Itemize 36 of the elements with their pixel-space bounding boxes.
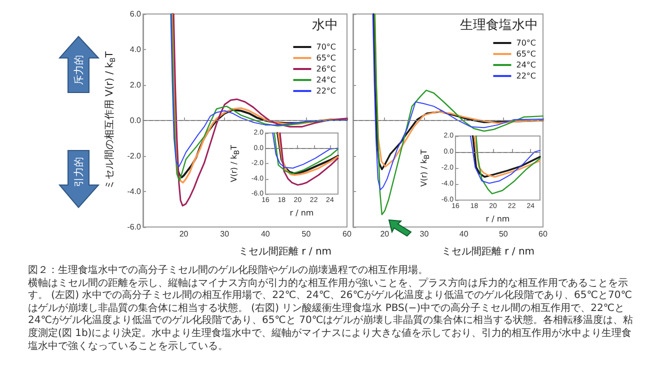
legend-label: 22°C <box>516 72 536 80</box>
x-axis-title: r / nm <box>486 214 510 224</box>
legend-label: 65°C <box>316 54 336 62</box>
y-tick-label: 4.0 <box>130 45 142 54</box>
x-axis-title: ミセル間距離 r / nm <box>441 246 535 258</box>
legend-label: 70°C <box>316 42 336 52</box>
x-tick-label: 30 <box>420 230 430 238</box>
x-tick-label: 20 <box>380 230 390 238</box>
legend-label: 24°C <box>316 76 336 84</box>
y-tick-label: 2.0 <box>130 80 142 90</box>
x-tick-label: 20 <box>179 230 189 238</box>
text: 横軸はミセル間の距離を示し、縦軸はマイナス方向が引力的な相互作用が強いことを、プラス方向は斥力的な相互作用であることを示す。 (左図) 水中での高分子ミセル間の相互作用場で、22℃、24℃、26℃がゲル化温度より低温でのゲル化段階であり、65℃と70℃はゲルが崩壊し非晶質の集合体に相当する状態。 (右図) リン酸緩衝生理食塩水 PBS(−)中での高分子ミセル間の相互作用で、22℃と24℃がゲル化温度より低温でのゲル化段階であり、65℃と 70℃はゲルが崩壊し非晶質の集合体に相当する状態。各相転移温度は、粘度測定(図 1b)により決定。水中より生理食塩水中で、縦軸がマイナスにより大きな値を示しており、引力的相互作用が水中より生理食塩水中で強くなっていることを示している。 <box>28 278 634 354</box>
x-tick-label: 60 <box>538 230 548 238</box>
legend-label: 24°C <box>516 60 536 70</box>
y-tick-label: -4.0 <box>127 187 142 196</box>
y-tick-label: -2.0 <box>127 152 142 160</box>
legend-label: 26°C <box>316 64 336 74</box>
text: 斥力的 <box>72 55 86 85</box>
legend-title: 生理食塩水中 <box>460 18 538 33</box>
caption: 図２：生理食塩水中での高分子ミセル間のゲル化段階やゲルの崩壊過程での相互作用場。 <box>28 265 429 278</box>
x-tick-label: 30 <box>220 230 230 238</box>
y-tick-label: 6.0 <box>130 10 142 18</box>
x-tick-label: 40 <box>260 230 270 238</box>
y-tick-label: 0.0 <box>130 116 142 125</box>
x-tick-label: 60 <box>342 230 352 238</box>
legend-label: 22°C <box>316 86 336 96</box>
legend-label: 65°C <box>516 50 536 58</box>
x-tick-label: 50 <box>498 230 508 238</box>
x-axis-title: ミセル間距離 r / nm <box>238 246 332 258</box>
legend-title: 水中 <box>312 18 338 33</box>
y-tick-label: -6.0 <box>127 222 142 232</box>
legend-label: 70°C <box>516 38 536 48</box>
x-axis-title: r / nm <box>290 208 314 218</box>
x-tick-label: 40 <box>459 230 469 238</box>
text: 引力的 <box>72 157 86 187</box>
x-tick-label: 50 <box>302 230 312 238</box>
